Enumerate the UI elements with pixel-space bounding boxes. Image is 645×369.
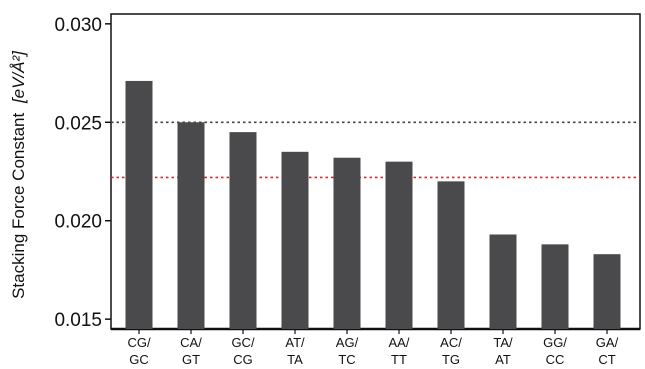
x-tick-label-bottom: TA [287, 352, 303, 367]
x-tick-label-bottom: CG [233, 352, 253, 367]
x-tick-label-top: GC/ [231, 335, 255, 350]
x-tick-label-top: TA/ [493, 335, 513, 350]
x-tick-label-bottom: TT [391, 352, 407, 367]
x-tick-label-top: CA/ [180, 335, 202, 350]
y-ticks: 0.015 0.020 0.025 0.030 [54, 15, 111, 331]
x-tick-label-bottom: TG [442, 352, 460, 367]
y-axis-title-unit: [eV/Å²] [9, 50, 28, 104]
bar-ta-at [489, 234, 517, 329]
bar-cg-gc [125, 80, 153, 329]
y-tick-label: 0.025 [54, 113, 102, 134]
x-tick-label-bottom: GC [129, 352, 149, 367]
bar-ac-tg [437, 181, 465, 329]
x-tick-label-bottom: TC [338, 352, 355, 367]
bar-gg-cc [541, 244, 569, 329]
x-tick-label-top: GG/ [543, 335, 567, 350]
y-tick-label: 0.020 [54, 212, 102, 233]
y-axis-title-text: Stacking Force Constant [eV/Å²] [9, 50, 28, 299]
bar-ga-ct [593, 254, 621, 329]
x-tick-label-top: CG/ [127, 335, 151, 350]
y-tick-label: 0.030 [54, 15, 102, 36]
bar-ca-gt [177, 122, 205, 329]
x-tick-label-top: AG/ [336, 335, 359, 350]
x-tick-label-top: AC/ [440, 335, 462, 350]
x-tick-label-bottom: CC [546, 352, 565, 367]
bars [125, 80, 621, 329]
x-tick-labels: CG/GC CA/GT GC/CG AT/TA AG/TC AA/TT AC/TG TA/AT… [127, 329, 619, 367]
bar-at-ta [281, 151, 309, 329]
x-tick-label-bottom: CT [598, 352, 615, 367]
bar-gc-cg [229, 132, 257, 329]
y-tick-label: 0.015 [54, 310, 102, 331]
y-axis-title-main: Stacking Force Constant [9, 113, 28, 299]
x-tick-label-top: AT/ [285, 335, 305, 350]
x-tick-label-bottom: GT [182, 352, 200, 367]
bar-ag-tc [333, 157, 361, 329]
x-tick-label-top: GA/ [596, 335, 619, 350]
x-tick-label-top: AA/ [389, 335, 410, 350]
bar-aa-tt [385, 161, 413, 329]
x-tick-label-bottom: AT [495, 352, 511, 367]
y-axis-title: Stacking Force Constant [eV/Å²] [9, 50, 28, 299]
